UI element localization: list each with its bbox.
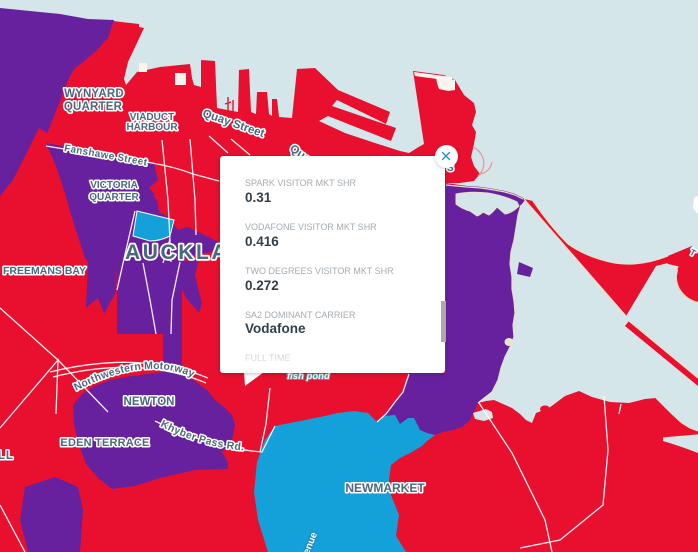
svg-text:S: S	[447, 163, 454, 174]
svg-text:EDEN TERRACE: EDEN TERRACE	[60, 437, 149, 449]
svg-text:QUARTER: QUARTER	[64, 101, 123, 113]
svg-text:fish pond: fish pond	[287, 371, 330, 382]
svg-text:QUARTER: QUARTER	[89, 192, 139, 203]
svg-text:VIADUCT: VIADUCT	[130, 112, 174, 123]
svg-text:FREEMANS BAY: FREEMANS BAY	[3, 265, 86, 277]
svg-text:VICTORIA: VICTORIA	[90, 180, 138, 191]
svg-text:T: T	[688, 247, 698, 259]
svg-text:NEWTON: NEWTON	[124, 396, 175, 408]
svg-text:LL: LL	[0, 450, 14, 462]
svg-text:NEWMARKET: NEWMARKET	[345, 481, 425, 495]
svg-text:WYNYARD: WYNYARD	[64, 88, 124, 100]
svg-text:HARBOUR: HARBOUR	[126, 122, 178, 133]
